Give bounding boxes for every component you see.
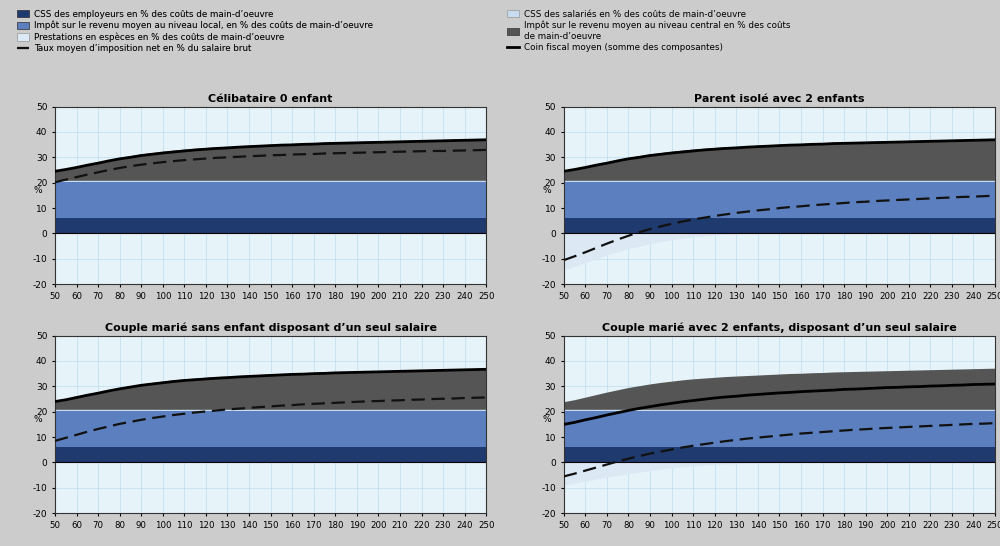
Title: Parent isolé avec 2 enfants: Parent isolé avec 2 enfants [694, 94, 865, 104]
Legend: CSS des employeurs en % des coûts de main-d’oeuvre, Impôt sur le revenu moyen au: CSS des employeurs en % des coûts de mai… [14, 7, 375, 56]
Y-axis label: %: % [33, 416, 42, 424]
Legend: CSS des salariés en % des coûts de main-d’oeuvre, Impôt sur le revenu moyen au n: CSS des salariés en % des coûts de main-… [504, 7, 793, 55]
Title: Couple marié avec 2 enfants, disposant d’un seul salaire: Couple marié avec 2 enfants, disposant d… [602, 323, 957, 334]
Title: Célibataire 0 enfant: Célibataire 0 enfant [208, 94, 333, 104]
Title: Couple marié sans enfant disposant d’un seul salaire: Couple marié sans enfant disposant d’un … [105, 323, 437, 334]
Y-axis label: %: % [542, 186, 551, 195]
Y-axis label: %: % [33, 186, 42, 195]
Y-axis label: %: % [542, 416, 551, 424]
